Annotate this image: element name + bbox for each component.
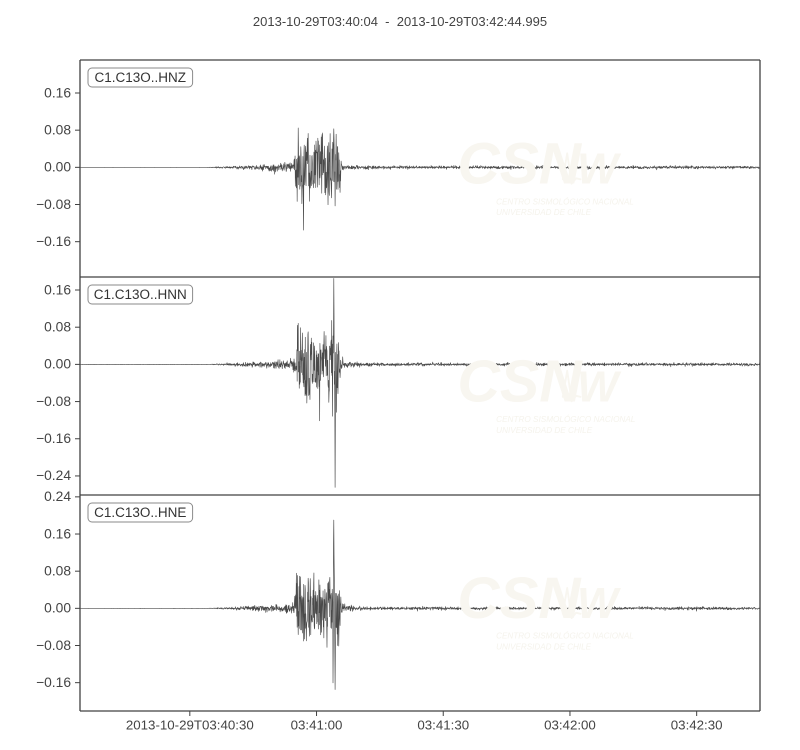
svg-text:0.08: 0.08 bbox=[44, 320, 71, 335]
svg-text:CSN: CSN bbox=[457, 349, 583, 414]
svg-text:0.24: 0.24 bbox=[44, 489, 71, 504]
svg-text:−0.08: −0.08 bbox=[36, 638, 71, 653]
svg-text:−0.16: −0.16 bbox=[36, 431, 71, 446]
svg-text:0.16: 0.16 bbox=[44, 85, 71, 100]
svg-text:C1.C13O..HNZ: C1.C13O..HNZ bbox=[95, 70, 187, 85]
svg-text:W: W bbox=[577, 363, 622, 411]
svg-text:0.16: 0.16 bbox=[44, 526, 71, 541]
svg-text:CENTRO SISMOLÓGICO NACIONAL: CENTRO SISMOLÓGICO NACIONAL bbox=[496, 414, 635, 424]
svg-text:03:42:00: 03:42:00 bbox=[544, 718, 596, 733]
svg-text:CSN: CSN bbox=[457, 566, 582, 631]
svg-text:W: W bbox=[577, 146, 622, 194]
svg-text:−0.08: −0.08 bbox=[36, 394, 71, 409]
svg-text:0.16: 0.16 bbox=[44, 282, 71, 297]
svg-text:0.08: 0.08 bbox=[44, 563, 71, 578]
svg-text:C1.C13O..HNE: C1.C13O..HNE bbox=[94, 505, 186, 520]
svg-text:CENTRO SISMOLÓGICO NACIONAL: CENTRO SISMOLÓGICO NACIONAL bbox=[496, 197, 634, 206]
svg-text:UNIVERSIDAD DE CHILE: UNIVERSIDAD DE CHILE bbox=[496, 426, 593, 435]
svg-text:2013-10-29T03:40:30: 2013-10-29T03:40:30 bbox=[126, 718, 254, 733]
svg-text:UNIVERSIDAD DE CHILE: UNIVERSIDAD DE CHILE bbox=[496, 208, 591, 217]
svg-text:−0.08: −0.08 bbox=[36, 197, 71, 212]
svg-text:0.00: 0.00 bbox=[44, 160, 71, 175]
svg-text:CSN: CSN bbox=[457, 132, 582, 197]
svg-text:−0.16: −0.16 bbox=[36, 234, 71, 249]
svg-text:−0.24: −0.24 bbox=[36, 468, 71, 483]
svg-text:W: W bbox=[577, 580, 621, 628]
svg-text:0.08: 0.08 bbox=[44, 122, 71, 137]
svg-text:−0.16: −0.16 bbox=[36, 675, 71, 690]
svg-text:03:42:30: 03:42:30 bbox=[671, 718, 723, 733]
svg-text:03:41:00: 03:41:00 bbox=[291, 718, 343, 733]
svg-text:0.00: 0.00 bbox=[44, 601, 71, 616]
svg-text:0.00: 0.00 bbox=[44, 357, 71, 372]
svg-text:03:41:30: 03:41:30 bbox=[417, 718, 469, 733]
svg-text:C1.C13O..HNN: C1.C13O..HNN bbox=[94, 287, 187, 302]
svg-text:CENTRO SISMOLÓGICO NACIONAL: CENTRO SISMOLÓGICO NACIONAL bbox=[496, 632, 634, 641]
svg-text:UNIVERSIDAD DE CHILE: UNIVERSIDAD DE CHILE bbox=[496, 642, 591, 651]
